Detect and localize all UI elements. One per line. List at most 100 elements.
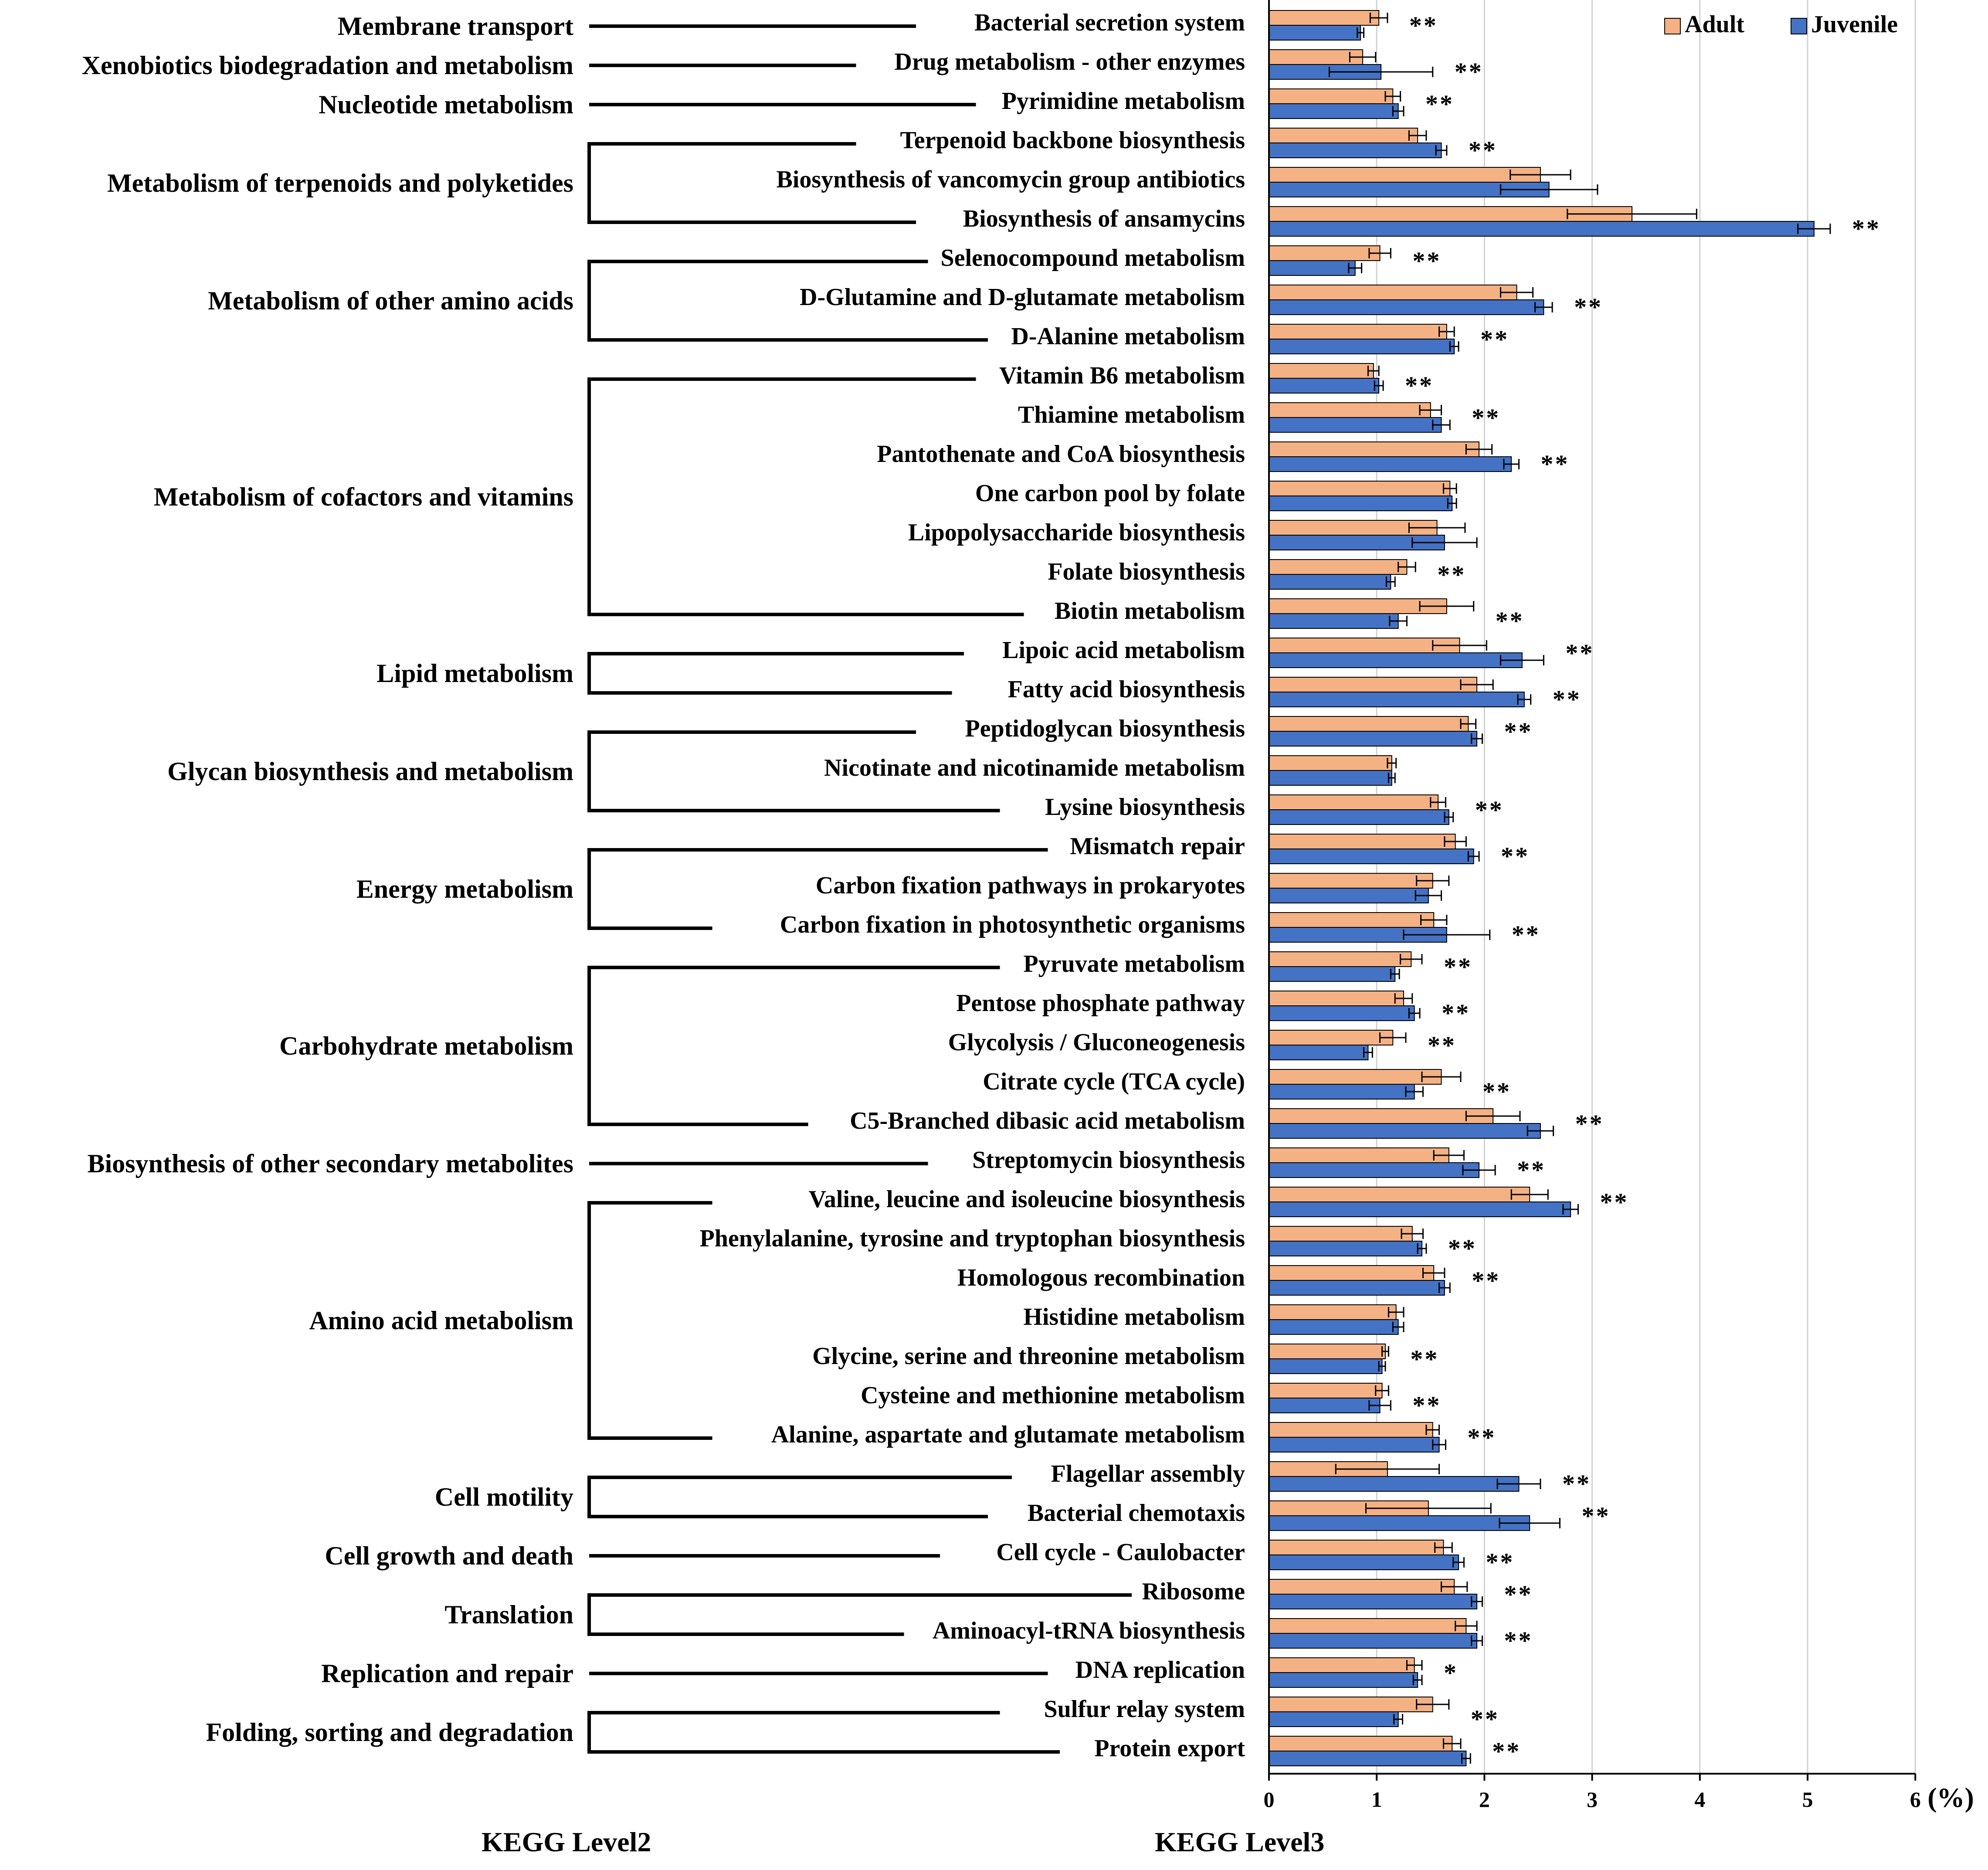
significance-mark: ** — [1442, 999, 1470, 1027]
level3-label: Cell cycle - Caulobacter — [996, 1539, 1245, 1566]
significance-mark: ** — [1437, 560, 1466, 589]
bar-juvenile — [1269, 1045, 1369, 1060]
significance-mark: ** — [1517, 1156, 1546, 1184]
level3-label: Fatty acid biosynthesis — [1008, 676, 1245, 703]
level3-label: Cysteine and methionine metabolism — [861, 1382, 1245, 1409]
bar-adult — [1269, 49, 1364, 65]
level3-label: Flagellar assembly — [1051, 1460, 1245, 1487]
bar-adult — [1269, 1108, 1494, 1124]
bar-juvenile — [1269, 888, 1429, 903]
level3-label: Selenocompound metabolism — [941, 244, 1245, 272]
level3-label: Carbon fixation in photosynthetic organi… — [780, 911, 1245, 938]
significance-mark: ** — [1472, 404, 1500, 432]
bar-juvenile — [1269, 260, 1356, 276]
level2-label: Nucleotide metabolism — [319, 90, 573, 119]
level3-label: Pyruvate metabolism — [1023, 950, 1245, 977]
significance-mark: * — [1444, 1659, 1458, 1687]
significance-marks: ****************************************… — [1405, 11, 1879, 1765]
bar-adult — [1269, 677, 1478, 692]
bar-juvenile — [1269, 143, 1442, 158]
level2-label: Metabolism of terpenoids and polyketides — [107, 169, 573, 197]
level3-label: Aminoacyl-tRNA biosynthesis — [933, 1617, 1245, 1644]
level2-label: Lipid metabolism — [377, 659, 573, 688]
significance-mark: ** — [1467, 1423, 1496, 1452]
x-tick-label: 5 — [1802, 1787, 1813, 1812]
level2-label: Xenobiotics biodegradation and metabolis… — [82, 51, 573, 80]
level3-label: Terpenoid backbone biosynthesis — [900, 127, 1245, 154]
bar-adult — [1269, 1383, 1383, 1398]
significance-mark: ** — [1472, 1266, 1500, 1295]
x-tick-label: 2 — [1479, 1787, 1490, 1812]
bar-juvenile — [1269, 1594, 1478, 1609]
error-bars-layer — [1328, 13, 1831, 1764]
significance-mark: ** — [1504, 1580, 1533, 1609]
x-axis-title-level3: KEGG Level3 — [1155, 1826, 1324, 1857]
level2-label: Glycan biosynthesis and metabolism — [167, 757, 573, 786]
bar-juvenile — [1269, 1711, 1399, 1727]
bar-adult — [1269, 873, 1433, 889]
level3-label: Glycolysis / Gluconeogenesis — [948, 1029, 1245, 1056]
bar-adult — [1269, 1579, 1455, 1595]
bar-adult — [1269, 441, 1480, 457]
bar-adult — [1269, 951, 1412, 967]
significance-mark: ** — [1501, 842, 1530, 870]
significance-mark: ** — [1504, 717, 1533, 746]
level2-label: Folding, sorting and degradation — [206, 1718, 574, 1747]
x-axis-unit: (%) — [1927, 1782, 1974, 1813]
bar-adult — [1269, 1030, 1394, 1045]
bar-juvenile — [1269, 1123, 1541, 1139]
level3-label: Bacterial secretion system — [974, 9, 1245, 36]
level2-label: Cell growth and death — [325, 1541, 573, 1570]
significance-mark: ** — [1553, 685, 1581, 713]
bar-juvenile — [1269, 1005, 1415, 1021]
bar-juvenile — [1269, 1084, 1415, 1100]
bar-juvenile — [1269, 1201, 1571, 1217]
legend: Adult Juvenile — [1664, 11, 1898, 38]
x-tick-label: 6 — [1910, 1787, 1921, 1812]
significance-mark: ** — [1471, 1705, 1499, 1733]
bar-juvenile — [1269, 25, 1361, 41]
bar-adult — [1269, 991, 1404, 1006]
level3-label: Valine, leucine and isoleucine biosynthe… — [809, 1186, 1245, 1213]
bar-adult — [1269, 245, 1381, 261]
level3-label: Pentose phosphate pathway — [956, 990, 1245, 1017]
level3-label: Peptidoglycan biosynthesis — [965, 715, 1245, 742]
level3-label: Thiamine metabolism — [1018, 401, 1245, 428]
bar-adult — [1269, 285, 1517, 300]
bar-adult — [1269, 481, 1451, 496]
bar-juvenile — [1269, 1280, 1445, 1296]
bar-juvenile — [1269, 966, 1396, 982]
level2-label: Amino acid metabolism — [309, 1306, 573, 1335]
bar-adult — [1269, 912, 1435, 928]
bar-juvenile — [1269, 299, 1544, 315]
level3-label: Biosynthesis of ansamycins — [963, 205, 1245, 232]
legend-label: Juvenile — [1811, 11, 1898, 38]
bar-adult — [1269, 1422, 1433, 1438]
level2-label: Metabolism of cofactors and vitamins — [154, 482, 573, 511]
bar-adult — [1269, 755, 1392, 771]
level3-label: Protein export — [1094, 1735, 1245, 1762]
legend-label: Adult — [1685, 11, 1744, 38]
significance-mark: ** — [1496, 607, 1524, 635]
bar-juvenile — [1269, 1358, 1383, 1374]
bar-adult — [1269, 1540, 1444, 1555]
bar-juvenile — [1269, 339, 1455, 354]
level3-label: Citrate cycle (TCA cycle) — [983, 1068, 1245, 1095]
bar-adult — [1269, 1657, 1415, 1673]
x-tick-label: 1 — [1371, 1787, 1382, 1812]
significance-mark: ** — [1448, 1234, 1477, 1263]
bar-adult — [1269, 834, 1456, 849]
bar-juvenile — [1269, 1476, 1520, 1492]
legend-swatch — [1791, 18, 1807, 34]
bar-juvenile — [1269, 574, 1391, 590]
bar-juvenile — [1269, 495, 1453, 511]
level3-label: Phenylalanine, tyrosine and tryptophan b… — [700, 1225, 1245, 1252]
level3-label: Folate biosynthesis — [1048, 558, 1245, 585]
bar-adult — [1269, 638, 1460, 653]
significance-mark: ** — [1512, 920, 1540, 949]
bar-juvenile — [1269, 1554, 1459, 1570]
level3-label: Streptomycin biosynthesis — [972, 1147, 1245, 1174]
significance-mark: ** — [1428, 1031, 1456, 1059]
level2-label: Replication and repair — [321, 1659, 573, 1688]
level2-label: Membrane transport — [337, 12, 573, 41]
